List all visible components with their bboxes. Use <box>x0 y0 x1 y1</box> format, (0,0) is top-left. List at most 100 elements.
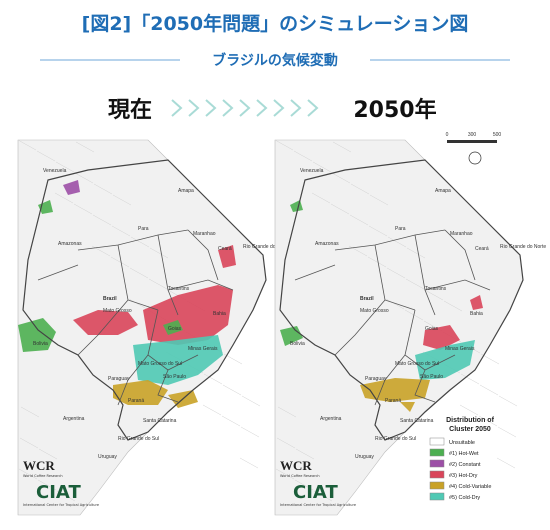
region-label: Bolivia <box>33 341 48 347</box>
admin-line <box>130 236 150 248</box>
admin-line <box>240 426 260 438</box>
region-label: Argentina <box>320 416 342 422</box>
admin-line <box>110 256 130 268</box>
map-panel: Venezuela Amapa Amazonas Para Maranhao Ceará R… <box>274 132 546 516</box>
admin-line <box>20 406 40 418</box>
climate-zone <box>423 325 460 350</box>
region-label: Santa Catarina <box>400 418 434 424</box>
climate-zone <box>113 380 168 405</box>
admin-line <box>387 236 407 248</box>
admin-line <box>111 225 131 237</box>
region-label: Bolivia <box>290 341 305 347</box>
region-label: Maranhao <box>450 231 473 237</box>
region-label: Uruguay <box>355 454 374 460</box>
state-border <box>157 369 179 403</box>
state-border <box>334 299 386 356</box>
state-border <box>404 309 456 371</box>
climate-zone <box>18 318 56 352</box>
region-label: Paraná <box>385 398 401 404</box>
scale-label: 0 <box>446 132 449 138</box>
region-label: Paraná <box>128 398 144 404</box>
region-label: Mato Grosso do Sul <box>138 361 182 367</box>
region-label: Para <box>138 226 149 232</box>
admin-line <box>239 457 259 469</box>
title: [図2]「2050年問題」のシミュレーション図 <box>82 12 469 35</box>
legend-swatch <box>429 448 445 457</box>
admin-line <box>92 214 112 226</box>
state-border <box>167 279 234 291</box>
admin-line <box>443 300 463 312</box>
state-border <box>294 264 336 281</box>
admin-line <box>330 203 350 215</box>
logo: WCR <box>23 458 55 473</box>
admin-line <box>332 141 352 153</box>
region-label: São Paulo <box>163 374 186 380</box>
region-label: Mato Grosso <box>103 308 132 314</box>
region-label: Mato Grosso <box>360 308 389 314</box>
chevron <box>222 99 234 117</box>
admin-line <box>93 183 113 195</box>
legend-label: #4) Cold-Variable <box>449 484 491 490</box>
legend-swatch <box>429 437 445 446</box>
admin-line <box>128 298 148 310</box>
chevron <box>205 99 217 117</box>
region-label: Mato Grosso do Sul <box>395 361 439 367</box>
chevron <box>256 99 268 117</box>
admin-line <box>203 373 223 385</box>
state-border <box>334 229 446 251</box>
country-label: Brazil <box>360 296 374 302</box>
admin-line <box>312 161 332 173</box>
region-label: Goias <box>425 326 439 332</box>
admin-line <box>293 150 313 162</box>
climate-zone <box>360 378 430 402</box>
admin-line <box>73 203 93 215</box>
admin-line <box>295 448 315 460</box>
state-border <box>424 279 491 291</box>
region-label: Amapa <box>178 188 194 194</box>
admin-line <box>405 278 425 290</box>
logo: CIAT <box>293 482 338 503</box>
admin-line <box>149 247 169 259</box>
admin-line <box>274 139 294 151</box>
compass <box>468 151 482 165</box>
region-label: Venezuela <box>300 168 324 174</box>
logo: CIAT <box>36 482 81 503</box>
admin-line <box>368 225 388 237</box>
admin-line <box>459 404 479 416</box>
admin-line <box>56 490 76 502</box>
legend-label: #1) Hot-Wet <box>449 451 479 457</box>
brazil-border <box>22 159 267 441</box>
climate-zone <box>218 245 236 268</box>
region-label: São Paulo <box>420 374 443 380</box>
legend-label: Unsuitable <box>449 440 475 446</box>
admin-line <box>294 479 314 491</box>
region-label: Paraguay <box>108 376 130 382</box>
panel-label: 2050年 <box>353 97 436 123</box>
legend-title: Cluster 2050 <box>449 426 491 433</box>
legend-swatch <box>429 459 445 468</box>
state-border <box>117 354 149 406</box>
admin-line <box>74 172 94 184</box>
logo-caption: World Coffee Research <box>280 474 320 478</box>
region-label: Bahia <box>213 311 226 317</box>
legend-title: Distribution of <box>446 417 494 424</box>
admin-line <box>129 267 149 279</box>
region-label: Minas Gerais <box>188 346 218 352</box>
region-label: Venezuela <box>43 168 67 174</box>
admin-line <box>38 448 58 460</box>
legend-swatch <box>429 470 445 479</box>
chevron <box>188 99 200 117</box>
state-border <box>77 299 129 356</box>
admin-line <box>313 490 333 502</box>
admin-line <box>386 267 406 279</box>
region-label: Ceará <box>475 246 489 252</box>
chevron <box>273 99 285 117</box>
scale-bar <box>447 140 497 143</box>
climate-zone <box>133 335 223 385</box>
panel-label: 現在 <box>108 97 152 123</box>
admin-line <box>75 141 95 153</box>
chevron <box>171 99 183 117</box>
chevron <box>290 99 302 117</box>
region-label: Goias <box>168 326 182 332</box>
region-label: Rio Grande do Norte <box>500 244 546 250</box>
